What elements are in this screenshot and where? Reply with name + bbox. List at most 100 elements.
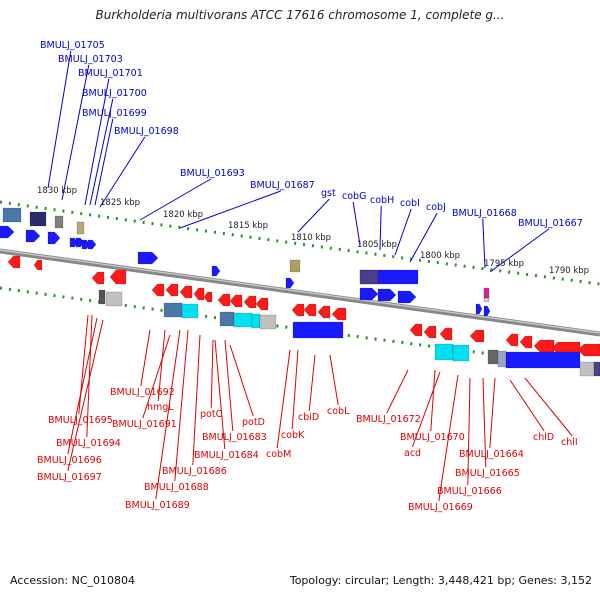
top-leader-line bbox=[394, 208, 412, 256]
bottom-leader-line bbox=[509, 379, 545, 432]
reverse-gene-box bbox=[505, 351, 581, 369]
bottom-gene-label: BMULJ_01696 bbox=[37, 455, 102, 466]
backbone-highlight bbox=[0, 249, 600, 334]
reverse-gene-box bbox=[593, 361, 600, 377]
forward-gene-box bbox=[29, 211, 47, 227]
top-gene-label: BMULJ_01698 bbox=[114, 126, 179, 137]
top-gene-label: BMULJ_01687 bbox=[250, 180, 315, 191]
ruler-label: 1795 kbp bbox=[484, 259, 524, 269]
forward-gene-arrow bbox=[87, 239, 97, 250]
bottom-gene-label: BMULJ_01692 bbox=[110, 387, 175, 398]
reverse-gene-arrow bbox=[255, 297, 269, 311]
top-leader-line bbox=[409, 212, 438, 263]
forward-gene-arrow bbox=[0, 225, 15, 239]
bottom-gene-label: BMULJ_01670 bbox=[400, 432, 465, 443]
top-gene-label: BMULJ_01700 bbox=[82, 88, 147, 99]
bottom-gene-label: BMULJ_01689 bbox=[125, 500, 190, 511]
top-gene-label: BMULJ_01699 bbox=[82, 108, 147, 119]
bottom-leader-line bbox=[142, 334, 171, 419]
bottom-leader-line bbox=[524, 377, 573, 437]
reverse-gene-arrow bbox=[193, 287, 205, 301]
chromosome-backbone bbox=[0, 248, 600, 337]
bottom-leader-line bbox=[174, 329, 189, 482]
ruler-label: 1805 kbp bbox=[357, 240, 397, 250]
reverse-gene-arrow bbox=[469, 329, 485, 343]
top-gene-label: cobJ bbox=[426, 202, 446, 213]
reverse-gene-box bbox=[105, 291, 123, 307]
bottom-leader-line bbox=[467, 377, 471, 486]
top-gene-label: cobI bbox=[400, 198, 420, 209]
reverse-gene-arrow bbox=[331, 307, 347, 321]
bottom-leader-line bbox=[214, 339, 226, 450]
forward-gene-arrow bbox=[397, 290, 417, 304]
bottom-leader-line bbox=[489, 377, 496, 449]
forward-gene-arrow bbox=[377, 288, 397, 302]
bottom-gene-label: chlI bbox=[561, 437, 578, 448]
reverse-gene-box bbox=[259, 314, 277, 330]
top-gene-label: BMULJ_01693 bbox=[180, 168, 245, 179]
reverse-gene-arrow bbox=[409, 323, 423, 337]
forward-gene-box bbox=[76, 221, 85, 235]
bottom-gene-label: BMULJ_01669 bbox=[408, 502, 473, 513]
top-gene-label: BMULJ_01668 bbox=[452, 208, 517, 219]
top-leader-line bbox=[94, 118, 114, 206]
reverse-gene-arrow bbox=[179, 285, 193, 299]
reverse-gene-arrow bbox=[439, 327, 453, 341]
forward-gene-box bbox=[289, 259, 301, 273]
reverse-gene-box bbox=[98, 289, 106, 305]
top-gene-label: BMULJ_01705 bbox=[40, 40, 105, 51]
top-leader-line bbox=[61, 64, 90, 201]
top-leader-line bbox=[352, 201, 361, 246]
reverse-gene-box bbox=[497, 350, 507, 368]
forward-gene-arrow bbox=[25, 229, 41, 243]
reverse-gene-box bbox=[579, 361, 595, 377]
reverse-gene-box bbox=[163, 302, 183, 318]
top-leader-line bbox=[489, 228, 550, 273]
bottom-leader-line bbox=[67, 319, 104, 472]
reverse-gene-box bbox=[181, 303, 199, 319]
ruler-label: 1810 kbp bbox=[291, 233, 331, 243]
accession-text: Accession: NC_010804 bbox=[10, 574, 136, 587]
bottom-gene-label: BMULJ_01666 bbox=[437, 486, 502, 497]
bottom-gene-label: BMULJ_01686 bbox=[162, 466, 227, 477]
bottom-leader-line bbox=[155, 329, 181, 500]
reverse-gene-box bbox=[251, 313, 261, 329]
top-leader-line bbox=[99, 136, 146, 208]
top-gene-label: cobH bbox=[370, 195, 394, 206]
top-leader-line bbox=[47, 50, 72, 189]
ruler-label: 1820 kbp bbox=[163, 210, 203, 220]
reverse-gene-arrow bbox=[109, 269, 127, 285]
forward-gene-arrow bbox=[475, 303, 483, 315]
map-title: Burkholderia multivorans ATCC 17616 chro… bbox=[95, 8, 505, 22]
top-leader-line bbox=[139, 178, 212, 221]
reverse-gene-arrow bbox=[229, 294, 243, 308]
reverse-gene-arrow bbox=[533, 339, 555, 353]
bottom-gene-label: chlD bbox=[533, 432, 554, 443]
bottom-leader-line bbox=[329, 354, 339, 406]
bottom-leader-line bbox=[308, 354, 316, 412]
reverse-gene-arrow bbox=[317, 305, 331, 319]
top-gene-label: BMULJ_01703 bbox=[58, 54, 123, 65]
top-gene-label: gst bbox=[321, 188, 336, 199]
reverse-gene-arrow bbox=[505, 333, 519, 347]
top-gene-label: cobG bbox=[342, 191, 366, 202]
bottom-leader-line bbox=[86, 314, 93, 438]
bottom-gene-label: BMULJ_01695 bbox=[48, 415, 113, 426]
ruler-label: 1815 kbp bbox=[228, 221, 268, 231]
reverse-gene-arrow bbox=[33, 259, 43, 271]
forward-gene-arrow bbox=[285, 277, 295, 289]
bottom-leader-line bbox=[482, 377, 487, 468]
forward-gene-box bbox=[2, 207, 22, 223]
bottom-gene-label: BMULJ_01697 bbox=[37, 472, 102, 483]
top-leader-line bbox=[297, 198, 330, 233]
reverse-gene-arrow bbox=[7, 255, 21, 269]
bottom-leader-line bbox=[67, 317, 98, 455]
top-leader-line bbox=[84, 78, 110, 206]
bottom-leader-line bbox=[430, 369, 436, 432]
reverse-gene-arrow bbox=[203, 291, 213, 303]
bottom-leader-line bbox=[157, 329, 166, 402]
reverse-gene-arrow bbox=[423, 325, 437, 339]
bottom-gene-label: BMULJ_01672 bbox=[356, 414, 421, 425]
bottom-leader-line bbox=[411, 371, 441, 448]
forward-gene-box bbox=[54, 215, 64, 229]
